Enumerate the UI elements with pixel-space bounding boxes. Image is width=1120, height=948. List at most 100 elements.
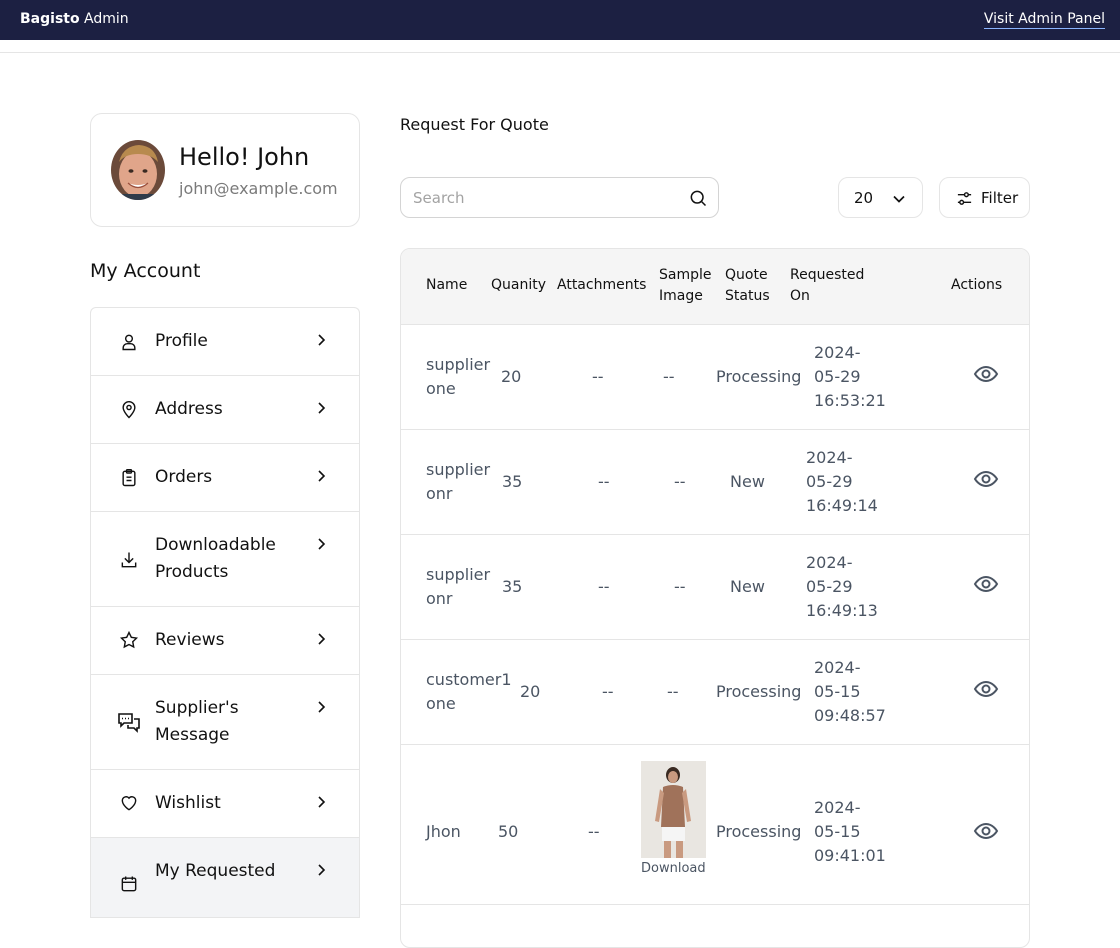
view-eye-icon[interactable] bbox=[973, 361, 999, 387]
cell-sample-image: -- bbox=[667, 682, 679, 701]
cell-name: supplier onr bbox=[426, 565, 491, 608]
quotes-table: Name Quanity Attachments Sample Image Qu… bbox=[400, 248, 1030, 948]
cell-requested-on: 2024-05-29 16:49:13 bbox=[806, 553, 878, 620]
cell-sample-image: -- bbox=[674, 472, 686, 491]
chevron-right-icon bbox=[318, 538, 326, 550]
sidebar-item-reviews[interactable]: Reviews bbox=[91, 607, 359, 675]
cell-name: customer1 one bbox=[426, 670, 512, 713]
sidebar-item-orders[interactable]: Orders bbox=[91, 444, 359, 512]
cell-quantity: 20 bbox=[501, 367, 522, 386]
view-eye-icon[interactable] bbox=[973, 676, 999, 702]
greeting: Hello! John bbox=[179, 143, 310, 171]
visit-admin-panel-link[interactable]: Visit Admin Panel bbox=[983, 11, 1105, 29]
cell-quantity: 35 bbox=[502, 577, 523, 596]
star-icon bbox=[119, 630, 139, 649]
cell-status: Processing bbox=[716, 367, 802, 386]
chevron-right-icon bbox=[318, 470, 326, 482]
col-quantity[interactable]: Quanity bbox=[491, 277, 547, 293]
cell-attachments: -- bbox=[598, 577, 610, 596]
chat-icon bbox=[118, 713, 140, 733]
cell-requested-on: 2024-05-29 16:53:21 bbox=[814, 343, 886, 410]
location-icon bbox=[122, 400, 136, 419]
filter-label: Filter bbox=[981, 189, 1019, 207]
table-row: supplier one 20 -- -- Processing 2024-05… bbox=[401, 325, 1029, 430]
account-menu: Profile Address Orders Downloadable Prod… bbox=[90, 307, 360, 918]
cell-name: supplier one bbox=[426, 355, 491, 398]
search-box bbox=[400, 177, 719, 218]
cell-requested-on: 2024-05-15 09:41:01 bbox=[814, 798, 886, 865]
sidebar-item-address[interactable]: Address bbox=[91, 376, 359, 444]
top-bar: Bagisto Admin Visit Admin Panel bbox=[0, 0, 1120, 40]
sliders-icon bbox=[957, 192, 972, 205]
search-input[interactable] bbox=[413, 187, 673, 209]
filter-button[interactable]: Filter bbox=[939, 177, 1030, 218]
cell-quantity: 20 bbox=[520, 682, 541, 701]
col-name[interactable]: Name bbox=[426, 277, 468, 293]
sidebar-item-profile[interactable]: Profile bbox=[91, 308, 359, 376]
brand-name: Bagisto bbox=[20, 11, 80, 27]
table-row: Jhon 50 -- Download Processing 2024-05-1… bbox=[401, 745, 1029, 905]
page-title: Request For Quote bbox=[400, 115, 549, 134]
sidebar-item-label: Orders bbox=[155, 467, 213, 487]
col-attachments[interactable]: Attachments bbox=[557, 277, 647, 293]
sample-image-thumbnail[interactable] bbox=[641, 761, 706, 858]
cell-name: Jhon bbox=[426, 822, 461, 841]
sidebar-item-label: Address bbox=[155, 399, 223, 419]
table-row: customer1 one 20 -- -- Processing 2024-0… bbox=[401, 640, 1029, 745]
cell-quantity: 50 bbox=[498, 822, 519, 841]
profile-card: Hello! John john@example.com bbox=[90, 113, 360, 227]
heart-icon bbox=[121, 796, 137, 811]
brand-suffix: Admin bbox=[79, 11, 129, 27]
view-eye-icon[interactable] bbox=[973, 818, 999, 844]
sidebar-item-label: Wishlist bbox=[155, 793, 221, 813]
table-header: Name Quanity Attachments Sample Image Qu… bbox=[401, 249, 1029, 325]
header-divider bbox=[0, 52, 1120, 53]
cell-quantity: 35 bbox=[502, 472, 523, 491]
sidebar-item-label: Reviews bbox=[155, 630, 225, 650]
cell-requested-on: 2024-05-29 16:49:14 bbox=[806, 448, 878, 515]
sidebar-item-label: Profile bbox=[155, 331, 208, 351]
chevron-right-icon bbox=[318, 402, 326, 414]
cell-status: New bbox=[730, 577, 765, 596]
chevron-right-icon bbox=[318, 701, 326, 713]
chevron-right-icon bbox=[318, 633, 326, 645]
cell-status: New bbox=[730, 472, 765, 491]
view-eye-icon[interactable] bbox=[973, 466, 999, 492]
col-actions: Actions bbox=[951, 277, 1003, 293]
chevron-down-icon bbox=[893, 195, 905, 203]
user-icon bbox=[122, 334, 136, 351]
view-eye-icon[interactable] bbox=[973, 571, 999, 597]
sidebar-item-label: My Requested bbox=[155, 861, 276, 881]
chevron-right-icon bbox=[318, 864, 326, 876]
cell-status: Processing bbox=[716, 682, 802, 701]
calendar-icon bbox=[121, 876, 137, 892]
download-link[interactable]: Download bbox=[641, 861, 706, 876]
sidebar-item-label: Supplier's Message bbox=[155, 698, 239, 745]
cell-sample-image: -- bbox=[674, 577, 686, 596]
sidebar-item-downloadable-products[interactable]: Downloadable Products bbox=[91, 512, 359, 607]
col-quote-status[interactable]: Quote Status bbox=[725, 267, 770, 304]
col-sample-image[interactable]: Sample Image bbox=[659, 267, 712, 304]
my-account-heading: My Account bbox=[90, 260, 201, 282]
per-page-select[interactable]: 20 bbox=[838, 177, 923, 218]
sidebar-item-my-requested[interactable]: My Requested bbox=[91, 838, 359, 918]
table-row: supplier onr 35 -- -- New 2024-05-29 16:… bbox=[401, 535, 1029, 640]
cell-status: Processing bbox=[716, 822, 802, 841]
cell-name: supplier onr bbox=[426, 460, 491, 503]
user-email: john@example.com bbox=[179, 179, 338, 198]
table-row: supplier onr 35 -- -- New 2024-05-29 16:… bbox=[401, 430, 1029, 535]
per-page-value: 20 bbox=[854, 189, 874, 207]
chevron-right-icon bbox=[318, 796, 326, 808]
download-icon bbox=[121, 552, 137, 568]
search-icon[interactable] bbox=[688, 188, 708, 208]
chevron-right-icon bbox=[318, 334, 326, 346]
sidebar-item-suppliers-message[interactable]: Supplier's Message bbox=[91, 675, 359, 770]
cell-requested-on: 2024-05-15 09:48:57 bbox=[814, 658, 886, 725]
cell-attachments: -- bbox=[598, 472, 610, 491]
avatar bbox=[111, 140, 165, 200]
sidebar-item-label: Downloadable Products bbox=[155, 535, 276, 582]
col-requested-on[interactable]: Requested On bbox=[790, 267, 865, 304]
brand-logo[interactable]: Bagisto Admin bbox=[20, 11, 129, 27]
sidebar-item-wishlist[interactable]: Wishlist bbox=[91, 770, 359, 838]
cell-attachments: -- bbox=[592, 367, 604, 386]
